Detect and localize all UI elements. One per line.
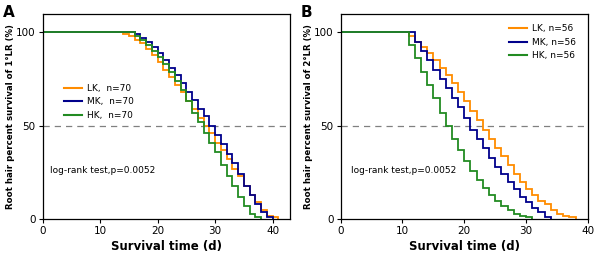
- Y-axis label: Root hair percent survival of 2°LR (%): Root hair percent survival of 2°LR (%): [304, 24, 313, 209]
- X-axis label: Survival time (d): Survival time (d): [409, 240, 520, 254]
- Text: log-rank test,p=0.0052: log-rank test,p=0.0052: [50, 166, 155, 175]
- X-axis label: Survival time (d): Survival time (d): [110, 240, 221, 254]
- Legend: LK, n=56, MK, n=56, HK, n=56: LK, n=56, MK, n=56, HK, n=56: [509, 24, 576, 60]
- Text: log-rank test,p=0.0052: log-rank test,p=0.0052: [350, 166, 456, 175]
- Y-axis label: Root hair percent survival of 1°LR (%): Root hair percent survival of 1°LR (%): [5, 24, 14, 209]
- Text: A: A: [3, 5, 15, 20]
- Legend: LK,  n=70, MK,  n=70, HK,  n=70: LK, n=70, MK, n=70, HK, n=70: [64, 84, 134, 120]
- Text: B: B: [301, 5, 313, 20]
